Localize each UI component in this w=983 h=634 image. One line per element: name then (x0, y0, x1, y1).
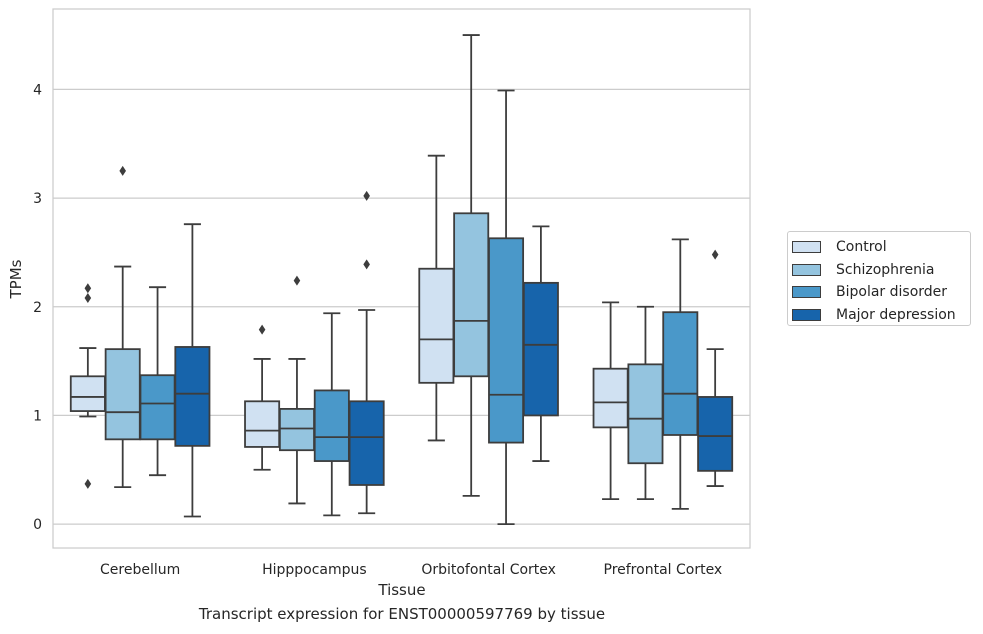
legend-label: Major depression (836, 306, 956, 323)
box-3-3 (697, 249, 734, 487)
legend-swatch (792, 308, 821, 321)
legend-label: Schizophrenia (836, 261, 935, 278)
legend-item: Control (792, 236, 970, 259)
legend-swatch (792, 286, 821, 299)
legend-swatch (792, 263, 821, 276)
box-3-2 (662, 238, 699, 510)
outlier-point (119, 165, 126, 176)
box-0-3 (174, 223, 211, 518)
x-axis-title: Tissue (377, 581, 425, 599)
box-iqr (662, 311, 699, 436)
legend-item: Schizophrenia (792, 259, 970, 282)
plot-frame (52, 8, 751, 549)
legend: Control Schizophrenia Bipolar disorder Majo… (787, 231, 971, 326)
y-tick-label: 3 (33, 191, 42, 207)
box-1-0 (244, 324, 281, 471)
outlier-point (711, 249, 719, 260)
legend-item: Bipolar disorder (792, 281, 970, 304)
outlier-point (84, 293, 92, 304)
x-tick-label: Prefrontal Cortex (604, 562, 723, 578)
x-tick-label: Hipppocampus (262, 562, 367, 578)
legend-swatch (792, 241, 821, 254)
legend-item: Major depression (792, 304, 970, 327)
box-2-1 (453, 34, 490, 497)
box-iqr (697, 396, 734, 472)
box-1-2 (313, 312, 350, 517)
x-tick-label: Orbitofontal Cortex (421, 562, 556, 578)
box-iqr (453, 212, 490, 378)
box-iqr (104, 348, 141, 441)
box-1-3 (348, 190, 385, 515)
box-iqr (278, 408, 315, 452)
box-plot-marks (69, 34, 734, 525)
box-0-2 (139, 286, 176, 477)
box-iqr (488, 237, 525, 444)
x-tick-labels: Cerebellum Hipppocampus Orbitofontal Corte… (100, 562, 722, 578)
box-1-1 (278, 275, 315, 505)
box-0-1 (104, 165, 141, 489)
box-iqr (418, 267, 455, 384)
box-iqr (139, 374, 176, 441)
box-3-1 (627, 305, 664, 500)
outlier-point (84, 283, 92, 294)
box-iqr (313, 389, 350, 462)
legend-label: Control (836, 239, 887, 256)
y-tick-label: 1 (33, 408, 42, 424)
box-iqr (69, 375, 106, 412)
box-iqr (174, 346, 211, 447)
y-tick-label: 0 (33, 517, 42, 533)
box-2-0 (418, 154, 455, 442)
box-iqr (627, 363, 664, 465)
box-iqr (244, 400, 281, 448)
box-iqr (592, 367, 629, 429)
outlier-point (84, 478, 92, 489)
outlier-point (363, 259, 370, 270)
x-tick-label: Cerebellum (100, 562, 180, 578)
outlier-point (363, 190, 370, 201)
chart-caption: Transcript expression for ENST0000059776… (198, 605, 606, 623)
box-3-0 (592, 301, 629, 500)
y-tick-labels: 0 1 2 3 4 (33, 82, 42, 533)
y-tick-label: 4 (33, 82, 42, 98)
box-2-2 (488, 89, 525, 525)
y-tick-label: 2 (33, 300, 42, 316)
outlier-point (293, 275, 301, 286)
box-0-0 (69, 283, 106, 489)
y-axis-title: TPMs (7, 259, 25, 299)
box-iqr (348, 400, 385, 486)
box-2-3 (522, 225, 559, 462)
box-iqr (522, 281, 559, 417)
outlier-point (258, 324, 266, 335)
legend-label: Bipolar disorder (836, 284, 948, 301)
